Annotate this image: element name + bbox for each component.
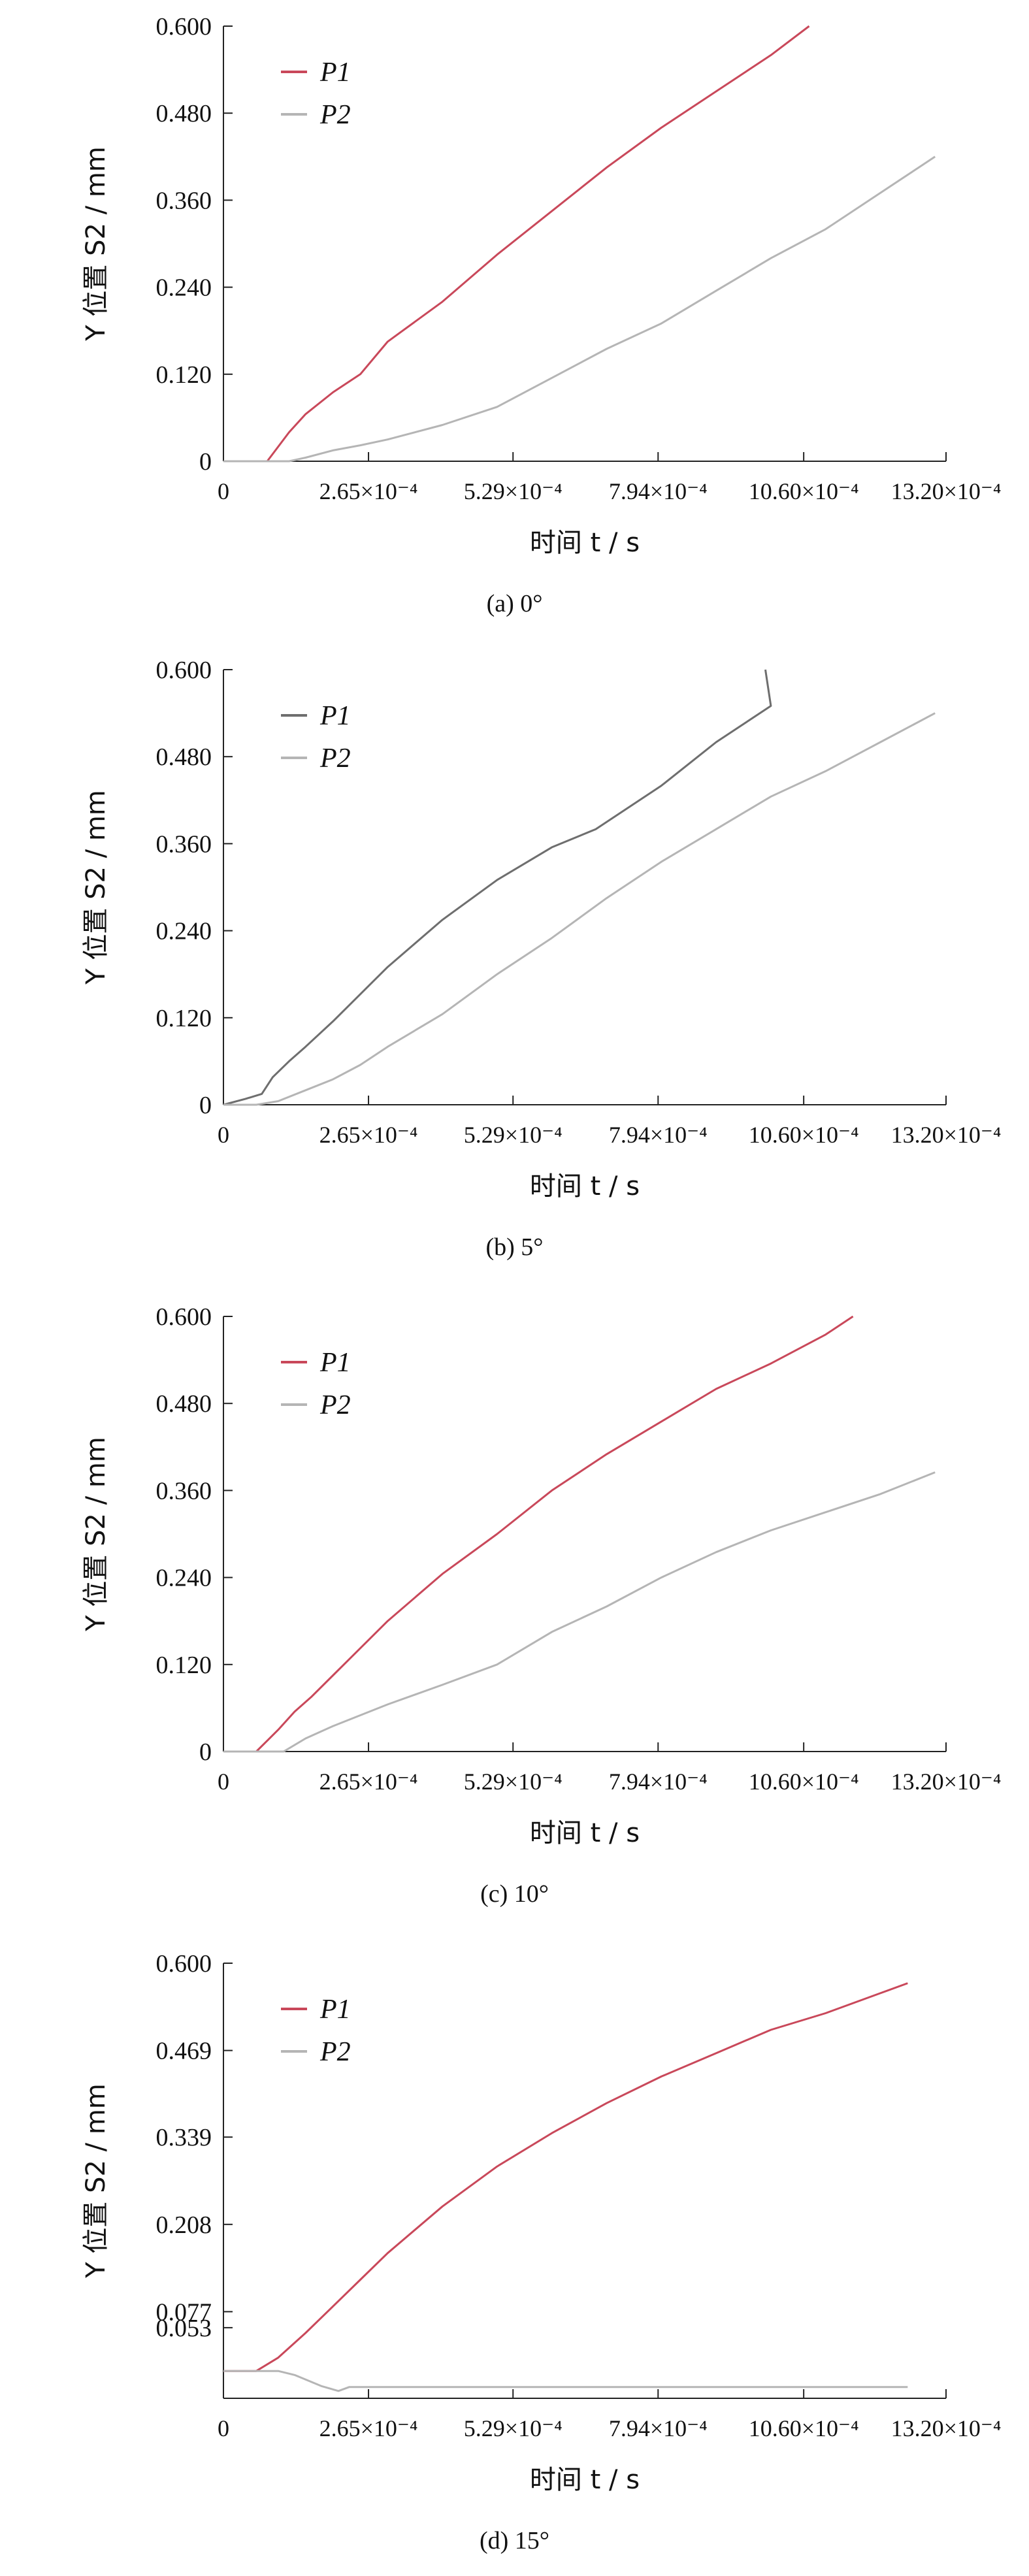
series-line-p1 <box>223 1982 908 2372</box>
x-tick-label: 13.20×10⁻⁴ <box>891 478 1002 504</box>
series-line-p2 <box>223 155 936 463</box>
chart-panel-c: 0 0.120 0.240 0.360 0.480 0.600 0 2.65×10⁻⁴ 5.29… <box>0 1290 1029 1929</box>
legend-label-p2: P2 <box>319 2037 351 2067</box>
chart-svg-a: 0 0.120 0.240 0.360 0.480 0.600 0 2.65×10⁻⁴ 5.29… <box>81 13 1002 558</box>
y-tick-label: 0.480 <box>156 100 212 127</box>
x-tick-label: 13.20×10⁻⁴ <box>891 1769 1002 1795</box>
chart-svg-b: 0 0.120 0.240 0.360 0.480 0.600 0 2.65×10⁻⁴ 5.29… <box>81 657 1002 1201</box>
x-tick-label: 0 <box>218 1122 229 1148</box>
x-tick-label: 5.29×10⁻⁴ <box>464 478 563 504</box>
x-tick-label: 10.60×10⁻⁴ <box>749 1122 859 1148</box>
x-tick-label: 13.20×10⁻⁴ <box>891 2415 1002 2441</box>
y-tick-label: 0.360 <box>156 187 212 214</box>
series-line-p2 <box>223 712 936 1106</box>
chart-caption-b: (b) 5° <box>485 1233 544 1261</box>
legend-label-p1: P1 <box>319 701 351 731</box>
chart-caption-a: (a) 0° <box>486 590 543 617</box>
x-tick-label: 10.60×10⁻⁴ <box>749 2415 859 2441</box>
y-tick-label: 0 <box>199 1092 212 1119</box>
y-tick-label: 0.077 <box>156 2298 212 2326</box>
y-tick-label: 0.600 <box>156 657 212 684</box>
x-tick-label: 0 <box>218 2415 229 2441</box>
legend-label-p2: P2 <box>319 743 351 774</box>
y-tick-label: 0.469 <box>156 2038 212 2065</box>
x-tick-label: 10.60×10⁻⁴ <box>749 1769 859 1795</box>
chart-svg-c: 0 0.120 0.240 0.360 0.480 0.600 0 2.65×10⁻⁴ 5.29… <box>81 1303 1002 1848</box>
x-tick-label: 7.94×10⁻⁴ <box>609 478 708 504</box>
series-line-p1 <box>223 1315 854 1753</box>
y-tick-label: 0 <box>199 1738 212 1766</box>
chart-caption-c: (c) 10° <box>480 1880 549 1908</box>
series-line-p2 <box>223 1471 936 1753</box>
x-axis-label: 时间 t / s <box>530 2465 640 2495</box>
legend-label-p1: P1 <box>319 1348 351 1378</box>
x-axis-label: 时间 t / s <box>530 1818 640 1848</box>
x-tick-label: 2.65×10⁻⁴ <box>319 1122 418 1148</box>
y-axis-label: Y 位置 S2 / mm <box>81 2083 111 2279</box>
legend-label-p1: P1 <box>319 57 351 88</box>
y-axis-label: Y 位置 S2 / mm <box>81 1437 111 1632</box>
x-axis-label: 时间 t / s <box>530 528 640 558</box>
y-tick-label: 0.120 <box>156 1652 212 1679</box>
series-line-p2 <box>223 2370 908 2392</box>
y-tick-label: 0.600 <box>156 1950 212 1978</box>
chart-panel-d: 0.053 0.077 0.208 0.339 0.469 0.600 0 2.65×10⁻⁴… <box>0 1937 1029 2576</box>
x-tick-label: 2.65×10⁻⁴ <box>319 1769 418 1795</box>
legend-label-p2: P2 <box>319 100 351 130</box>
chart-caption-d: (d) 15° <box>479 2527 549 2554</box>
x-tick-label: 5.29×10⁻⁴ <box>464 2415 563 2441</box>
y-tick-label: 0.480 <box>156 743 212 771</box>
y-tick-label: 0.480 <box>156 1390 212 1418</box>
y-axis-label: Y 位置 S2 / mm <box>81 790 111 985</box>
y-tick-label: 0.339 <box>156 2124 212 2151</box>
y-tick-label: 0.053 <box>156 2315 212 2342</box>
x-tick-label: 2.65×10⁻⁴ <box>319 2415 418 2441</box>
y-tick-label: 0.120 <box>156 361 212 389</box>
y-tick-label: 0.240 <box>156 1565 212 1592</box>
x-tick-label: 2.65×10⁻⁴ <box>319 478 418 504</box>
x-tick-label: 7.94×10⁻⁴ <box>609 2415 708 2441</box>
y-tick-label: 0.208 <box>156 2211 212 2239</box>
y-tick-label: 0 <box>199 448 212 476</box>
y-tick-label: 0.240 <box>156 918 212 945</box>
x-tick-label: 13.20×10⁻⁴ <box>891 1122 1002 1148</box>
y-tick-label: 0.360 <box>156 1477 212 1505</box>
series-line-p1 <box>223 669 772 1106</box>
x-axis-label: 时间 t / s <box>530 1171 640 1201</box>
y-tick-label: 0.240 <box>156 274 212 302</box>
legend-label-p2: P2 <box>319 1390 351 1420</box>
series-line-p1 <box>223 25 810 463</box>
x-tick-label: 0 <box>218 1769 229 1795</box>
y-tick-label: 0.360 <box>156 830 212 858</box>
chart-panel-a: 0 0.120 0.240 0.360 0.480 0.600 0 2.65×10⁻⁴ 5.29… <box>0 0 1029 639</box>
x-tick-label: 7.94×10⁻⁴ <box>609 1122 708 1148</box>
chart-panel-b: 0 0.120 0.240 0.360 0.480 0.600 0 2.65×10⁻⁴ 5.29… <box>0 644 1029 1282</box>
y-axis-label: Y 位置 S2 / mm <box>81 146 111 342</box>
y-tick-label: 0.600 <box>156 1303 212 1331</box>
y-tick-label: 0.600 <box>156 13 212 41</box>
y-tick-label: 0.120 <box>156 1005 212 1032</box>
x-tick-label: 5.29×10⁻⁴ <box>464 1769 563 1795</box>
x-tick-label: 5.29×10⁻⁴ <box>464 1122 563 1148</box>
x-tick-label: 10.60×10⁻⁴ <box>749 478 859 504</box>
x-tick-label: 7.94×10⁻⁴ <box>609 1769 708 1795</box>
x-tick-label: 0 <box>218 478 229 504</box>
legend-label-p1: P1 <box>319 1995 351 2025</box>
